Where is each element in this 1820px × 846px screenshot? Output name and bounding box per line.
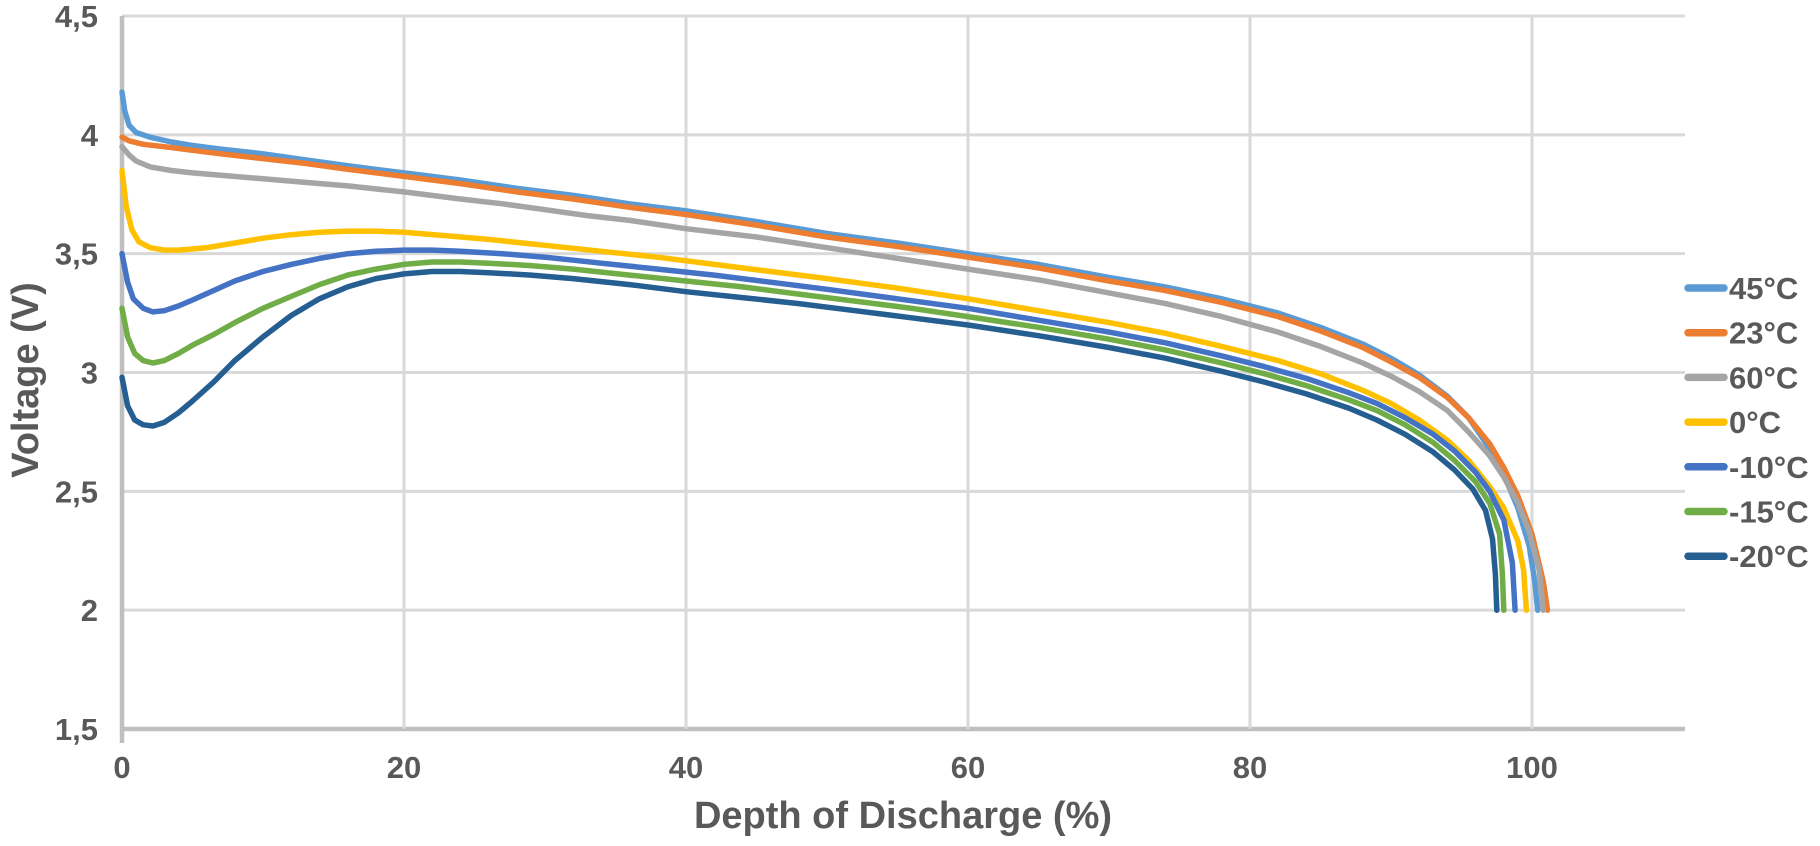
series-line--10cc [119, 247, 1518, 613]
y-axis-title: Voltage (V) [5, 282, 47, 478]
legend-item[interactable]: -20°C [1684, 539, 1809, 574]
series-line-0cc [119, 167, 1530, 613]
legend-item[interactable]: -10°C [1684, 450, 1809, 485]
x-tick-label: 80 [1233, 750, 1267, 785]
legend-item[interactable]: -15°C [1684, 495, 1809, 530]
legend-item[interactable]: 23°C [1684, 316, 1798, 351]
x-tick-label: 20 [387, 750, 421, 785]
y-tick-label: 4 [81, 118, 99, 153]
x-tick-label: 100 [1506, 750, 1558, 785]
legend-item[interactable]: 0°C [1684, 405, 1781, 440]
y-tick-label: 3,5 [55, 237, 98, 272]
y-tick-label: 2,5 [55, 474, 98, 509]
legend-label: 0°C [1729, 405, 1781, 440]
y-tick-label: 1,5 [55, 712, 98, 747]
legend-label: -10°C [1729, 450, 1809, 485]
axis-tick-labels: 4,5 4 3,5 3 2,5 2 1,5 0 20 40 60 80 100 [55, 0, 1558, 785]
legend-label: -20°C [1729, 539, 1809, 574]
gridlines [119, 14, 1685, 743]
y-tick-label: 3 [81, 356, 98, 391]
series-lines [119, 89, 1551, 613]
x-axis-title: Depth of Discharge (%) [694, 795, 1112, 837]
y-tick-label: 4,5 [55, 0, 98, 34]
series-line--20cc [119, 268, 1500, 613]
legend-label: 45°C [1729, 271, 1798, 306]
series-line-23cc [119, 134, 1551, 613]
series-line--15cc [119, 259, 1507, 613]
y-tick-label: 2 [81, 593, 98, 628]
x-tick-label: 60 [951, 750, 985, 785]
legend-label: -15°C [1729, 495, 1809, 530]
legend-label: 23°C [1729, 316, 1798, 351]
x-tick-label: 0 [113, 750, 130, 785]
series-line-60cc [119, 143, 1547, 613]
x-tick-label: 40 [669, 750, 703, 785]
legend: 45°C 23°C 60°C 0°C -10°C -15°C -20°C [1684, 271, 1809, 574]
legend-item[interactable]: 45°C [1684, 271, 1798, 306]
legend-item[interactable]: 60°C [1684, 360, 1798, 395]
legend-label: 60°C [1729, 360, 1798, 395]
